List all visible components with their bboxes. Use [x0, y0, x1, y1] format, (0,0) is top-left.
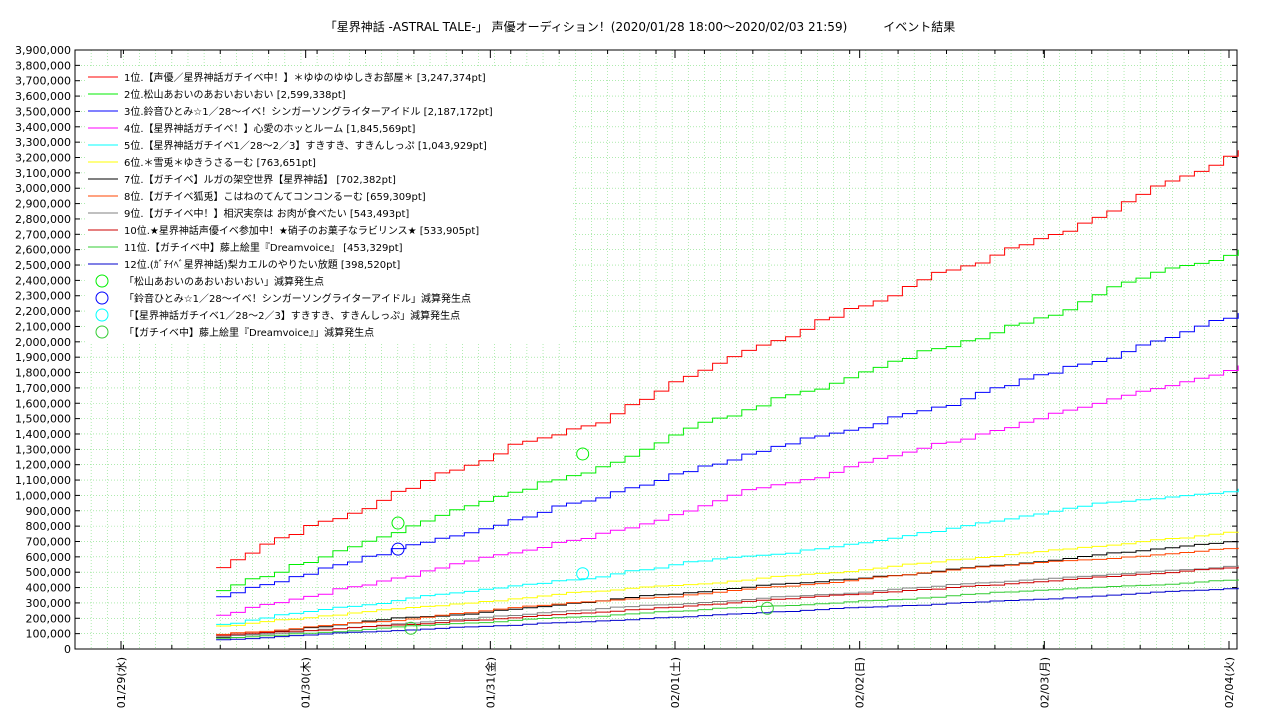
y-tick-label: 2,400,000 [15, 274, 71, 287]
y-tick-label: 3,700,000 [15, 75, 71, 88]
y-tick-label: 3,000,000 [15, 182, 71, 195]
series-line [216, 531, 1239, 627]
y-tick-label: 200,000 [26, 612, 72, 625]
legend-entry: 2位.松山あおいのあおいおいおい [2,599,338pt] [124, 88, 346, 101]
y-tick-label: 3,500,000 [15, 105, 71, 118]
axes: 0 100,000 200,000 300,000 400,000 500,000 600,… [15, 44, 1238, 708]
y-tick-label: 1,100,000 [15, 474, 71, 487]
deduction-marker [391, 516, 405, 530]
x-tick-label: 01/29(水) [115, 657, 128, 708]
legend-entry: 9位.【ガチイベ中！】相沢実奈は お肉が食べたい [543,493pt] [124, 207, 409, 220]
legend-entry: 5位.【星界神話ガチイベ1／28〜2／3】すきすき、すきんしっぷ [1,043,… [124, 139, 487, 152]
x-tick-label: 02/02(日) [854, 657, 867, 708]
deduction-marker [576, 567, 590, 581]
y-tick-label: 300,000 [26, 597, 72, 610]
y-tick-label: 400,000 [26, 582, 72, 595]
legend-marker [95, 291, 109, 305]
y-tick-label: 1,300,000 [15, 443, 71, 456]
y-tick-label: 2,500,000 [15, 259, 71, 272]
y-tick-label: 500,000 [26, 566, 72, 579]
legend-entry: 4位.【星界神話ガチイベ！】心愛のホッとルーム [1,845,569pt] [124, 122, 415, 135]
y-tick-label: 3,800,000 [15, 59, 71, 72]
legend-entry: 3位.鈴音ひとみ☆1／28〜イベ！シンガーソングライターアイドル [2,187,… [124, 105, 493, 118]
y-tick-label: 100,000 [26, 628, 72, 641]
legend-entry: 10位.★星界神話声優イベ参加中！★硝子のお菓子なラビリンス★ [533,905… [124, 224, 479, 237]
series-line [216, 365, 1239, 616]
deduction-marker [576, 447, 590, 461]
y-tick-label: 3,100,000 [15, 167, 71, 180]
deduction-marker [391, 542, 405, 556]
y-tick-label: 3,600,000 [15, 90, 71, 103]
y-tick-label: 3,200,000 [15, 152, 71, 165]
series-line [216, 547, 1239, 635]
deduction-marker [760, 601, 774, 615]
series-line [216, 541, 1239, 638]
series-line [216, 587, 1239, 641]
chart-title: 「星界神話 -ASTRAL TALE-」 声優オーディション！(2020/01/… [324, 20, 956, 34]
y-tick-label: 0 [64, 643, 71, 656]
y-tick-label: 2,100,000 [15, 320, 71, 333]
y-tick-label: 3,300,000 [15, 136, 71, 149]
legend-marker [95, 274, 109, 288]
legend: 1位.【声優／星界神話ガチイベ中！】＊ゆゆのゆゆしきお部屋＊ [3,247,37… [85, 66, 573, 343]
y-tick-label: 3,900,000 [15, 44, 71, 57]
y-tick-label: 900,000 [26, 505, 72, 518]
y-tick-label: 2,700,000 [15, 228, 71, 241]
legend-marker [95, 325, 109, 339]
legend-entry: 「松山あおいのあおいおいおい」減算発生点 [124, 275, 324, 288]
y-tick-label: 600,000 [26, 551, 72, 564]
y-tick-label: 3,400,000 [15, 121, 71, 134]
legend-entry: 1位.【声優／星界神話ガチイベ中！】＊ゆゆのゆゆしきお部屋＊ [3,247,37… [124, 71, 486, 84]
series-lines [216, 150, 1239, 641]
y-tick-label: 2,800,000 [15, 213, 71, 226]
legend-entry: 7位.【ガチイベ】ルガの架空世界【星界神話】 [702,382pt] [124, 173, 396, 186]
y-tick-label: 1,000,000 [15, 489, 71, 502]
legend-entry: 6位.＊雪兎＊ゆきうさるーむ [763,651pt] [124, 156, 316, 169]
x-tick-label: 02/03(月) [1038, 657, 1051, 708]
legend-entry: 11位.【ガチイベ中】藤上絵里『Dreamvoice』 [453,329pt] [124, 241, 403, 254]
series-line [216, 567, 1239, 636]
y-tick-label: 1,200,000 [15, 459, 71, 472]
y-tick-label: 800,000 [26, 520, 72, 533]
y-tick-label: 2,000,000 [15, 336, 71, 349]
x-tick-label: 02/01(土) [669, 657, 682, 708]
deduction-marker [404, 621, 418, 635]
x-tick-label: 01/30(木) [300, 657, 313, 708]
y-tick-label: 1,500,000 [15, 413, 71, 426]
series-line [216, 150, 1239, 569]
deduction-markers [391, 447, 774, 635]
legend-marker [95, 308, 109, 322]
legend-entry: 「鈴音ひとみ☆1／28〜イベ！シンガーソングライターアイドル」減算発生点 [124, 292, 471, 305]
series-line [216, 249, 1239, 592]
legend-entry: 12位.(ｶﾞﾁｲﾍﾞ星界神話)梨カエルのやりたい放題 [398,520pt] [124, 258, 400, 271]
y-tick-label: 1,400,000 [15, 428, 71, 441]
x-tick-label: 02/04(火) [1223, 657, 1236, 708]
legend-entry: 8位.【ガチイベ狐兎】こはねのてんてコンコンるーむ [659,309pt] [124, 190, 426, 203]
x-tick-label: 01/31(金) [483, 657, 497, 708]
legend-entry: 「【ガチイベ中】藤上絵里『Dreamvoice』」減算発生点 [124, 326, 374, 339]
series-line [216, 488, 1239, 625]
legend-entry: 「【星界神話ガチイベ1／28〜2／3】すきすき、すきんしっぷ」減算発生点 [124, 309, 460, 322]
y-tick-label: 1,800,000 [15, 367, 71, 380]
y-tick-label: 1,700,000 [15, 382, 71, 395]
y-tick-label: 2,900,000 [15, 198, 71, 211]
series-line [216, 579, 1239, 639]
y-tick-label: 2,600,000 [15, 244, 71, 257]
y-tick-label: 1,600,000 [15, 397, 71, 410]
y-tick-label: 2,200,000 [15, 305, 71, 318]
y-tick-label: 2,300,000 [15, 290, 71, 303]
y-tick-label: 700,000 [26, 535, 72, 548]
series-line [216, 313, 1239, 598]
y-tick-label: 1,900,000 [15, 351, 71, 364]
legend-box [85, 66, 573, 343]
